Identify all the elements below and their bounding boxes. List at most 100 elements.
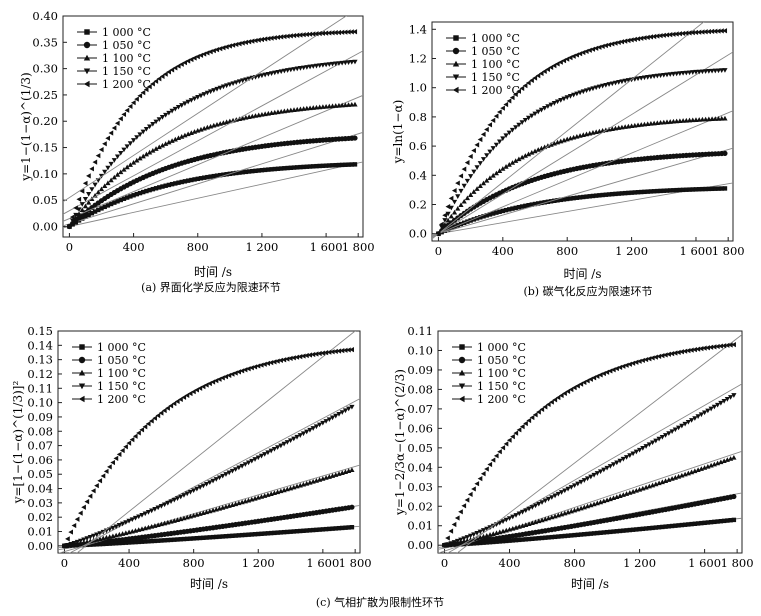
data-point: [172, 136, 178, 142]
data-point: [327, 163, 332, 168]
data-point: [320, 30, 325, 36]
x-tick-label: 800: [183, 556, 205, 570]
x-axis-label: 时间 /s: [190, 577, 228, 591]
data-point: [519, 154, 525, 160]
x-axis-label: 时间 /s: [194, 265, 232, 279]
plot-area: [63, 16, 363, 230]
data-point: [179, 134, 185, 139]
series-triangle-up: [432, 110, 733, 237]
data-point: [221, 172, 226, 177]
data-point: [522, 82, 528, 89]
data-point: [445, 204, 451, 210]
data-point: [198, 93, 204, 99]
legend-label: 1 100 °C: [102, 52, 151, 65]
data-point: [504, 538, 509, 544]
data-point: [493, 453, 499, 459]
data-point: [132, 515, 139, 521]
data-point: [343, 162, 348, 167]
y-tick-label: 0.15: [32, 141, 58, 155]
data-point: [128, 194, 133, 199]
data-point: [211, 48, 216, 54]
legend-marker: [452, 47, 460, 55]
data-point: [259, 167, 265, 173]
data-point: [336, 162, 342, 168]
data-point: [265, 360, 271, 367]
data-point: [243, 77, 249, 83]
data-point: [301, 528, 306, 533]
data-point: [638, 35, 644, 41]
data-point: [731, 342, 736, 348]
data-point: [211, 88, 217, 93]
data-point: [590, 86, 596, 92]
data-point: [294, 66, 300, 72]
data-point: [523, 203, 528, 209]
legend: 1 000 °C1 050 °C1 100 °C1 150 °C1 200 °C: [446, 32, 520, 97]
data-point: [281, 68, 287, 74]
data-point: [223, 534, 229, 539]
data-point: [675, 425, 682, 431]
data-point: [490, 117, 496, 123]
data-point: [233, 80, 239, 85]
data-point: [635, 76, 641, 82]
data-point: [278, 357, 283, 364]
data-point: [275, 34, 281, 40]
data-point: [191, 96, 198, 102]
data-point: [493, 113, 499, 119]
data-point: [596, 44, 602, 50]
data-point: [259, 36, 265, 43]
data-point: [227, 43, 232, 49]
data-point: [349, 467, 355, 473]
data-point: [310, 31, 316, 37]
data-point: [554, 99, 561, 105]
data-point: [271, 446, 278, 452]
data-point: [728, 518, 733, 523]
data-point: [256, 531, 261, 537]
data-point: [722, 186, 728, 191]
data-point: [130, 159, 137, 165]
data-point: [317, 350, 322, 357]
data-point: [594, 471, 600, 476]
data-point: [217, 534, 222, 539]
caption-a: (a) 界面化学反应为限速环节: [141, 280, 281, 294]
data-point: [281, 529, 287, 535]
data-point: [716, 186, 721, 191]
data-point: [268, 530, 274, 536]
data-point: [494, 539, 499, 544]
y-axis-label: y=1−(1−α)^(1/3): [19, 72, 33, 181]
data-point: [159, 142, 166, 148]
y-tick-label: 0.11: [407, 324, 433, 338]
data-point: [648, 189, 654, 194]
y-tick-label: 0.35: [32, 35, 58, 49]
data-point: [185, 99, 191, 105]
data-point: [291, 436, 297, 442]
data-point: [187, 390, 193, 397]
data-point: [92, 209, 98, 214]
data-point: [163, 71, 168, 77]
data-point: [346, 162, 351, 167]
legend: 1 000 °C1 050 °C1 100 °C1 150 °C1 200 °C: [452, 341, 526, 406]
data-point: [587, 87, 593, 93]
data-point: [297, 66, 304, 71]
data-point: [682, 421, 688, 427]
data-point: [161, 502, 168, 508]
data-point: [123, 520, 129, 525]
data-point: [542, 200, 547, 205]
y-tick-label: 0.4: [409, 168, 427, 182]
chart-d: 0 400 800 1 200 1 600 1 800 0.00 0.01 0.02 0.03 0.…: [393, 324, 754, 591]
data-point: [603, 42, 608, 49]
y-tick-label: 0.20: [32, 114, 58, 128]
data-point: [722, 28, 728, 34]
data-point: [226, 470, 232, 476]
x-tick-label: 0: [61, 556, 68, 570]
data-point: [617, 458, 623, 464]
series-triangle-up: [58, 464, 360, 553]
data-point: [137, 93, 143, 99]
data-point: [516, 204, 522, 210]
data-point: [522, 117, 528, 123]
data-point: [646, 356, 652, 362]
data-point: [349, 504, 355, 510]
data-point: [297, 354, 303, 360]
data-point: [656, 353, 662, 359]
data-point: [664, 72, 670, 78]
